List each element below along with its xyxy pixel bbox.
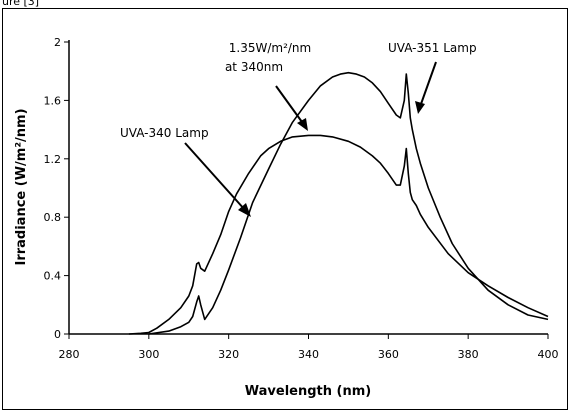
y-tick-label: 2 (54, 36, 61, 49)
uva-351-lamp-line (148, 71, 549, 335)
annotations-group: UVA-340 Lamp 1.35W/m²/nm at 340nm UVA-351 L… (120, 41, 477, 217)
series-group (128, 71, 549, 335)
x-tick-label: 340 (298, 348, 319, 361)
uva-340-arrowhead (238, 203, 251, 217)
uva-351-arrowhead (415, 101, 425, 114)
peak-annotation-arrowhead (297, 118, 308, 131)
x-tick-label: 380 (458, 348, 479, 361)
peak-annotation-line1: 1.35W/m²/nm (229, 41, 311, 55)
x-axis-title: Wavelength (nm) (245, 384, 371, 399)
x-tick-label: 360 (378, 348, 399, 361)
y-tick-label: 1.2 (44, 153, 62, 166)
y-tick-label: 1.6 (44, 94, 62, 107)
y-tick-label: 0 (54, 328, 61, 341)
x-tick-label: 320 (218, 348, 239, 361)
y-tick-label: 0.4 (44, 270, 62, 283)
x-tick-label: 300 (138, 348, 159, 361)
axes: 280 300 320 340 360 380 400 0 0.4 0.8 1.2 1.6 2 (44, 36, 559, 361)
uva-340-arrow (184, 142, 246, 211)
y-axis-title: Irradiance (W/m²/nm) (14, 108, 29, 265)
uva-351-label: UVA-351 Lamp (388, 41, 477, 55)
peak-annotation-arrow (275, 85, 303, 123)
y-tick-label: 0.8 (44, 211, 62, 224)
peak-annotation-line2: at 340nm (225, 60, 283, 74)
uva-340-lamp-line (128, 134, 549, 335)
chart-frame (2, 8, 568, 410)
x-tick-label: 400 (538, 348, 559, 361)
caption-fragment: ure [3] (2, 0, 40, 8)
x-tick-label: 280 (59, 348, 80, 361)
uva-340-label: UVA-340 Lamp (120, 126, 209, 140)
uva-351-arrow (420, 61, 437, 105)
